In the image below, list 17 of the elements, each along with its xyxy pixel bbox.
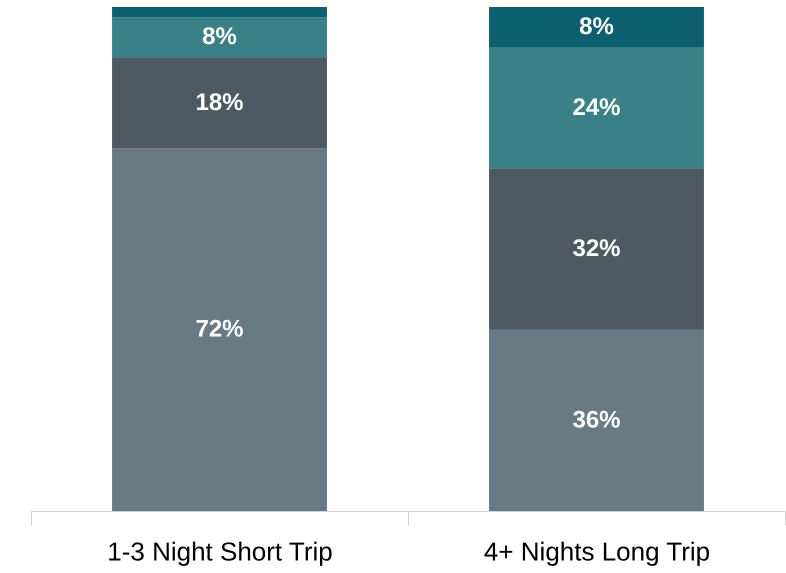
bar [489, 47, 704, 168]
bar [489, 168, 704, 330]
data-label: 32% [572, 234, 621, 262]
bar [112, 7, 327, 18]
bar [489, 7, 704, 48]
data-label: 18% [195, 88, 244, 116]
bar [112, 148, 327, 511]
bar [112, 17, 327, 58]
data-label: 24% [572, 94, 621, 121]
bar [489, 330, 704, 511]
data-label: 36% [572, 406, 621, 434]
data-label: 8% [579, 13, 614, 40]
data-label: 72% [195, 316, 244, 343]
x-tick-label: 1-3 Night Short Trip [107, 536, 333, 566]
data-label: 8% [202, 23, 237, 50]
bar [112, 57, 327, 148]
x-tick-label: 4+ Nights Long Trip [484, 536, 710, 566]
